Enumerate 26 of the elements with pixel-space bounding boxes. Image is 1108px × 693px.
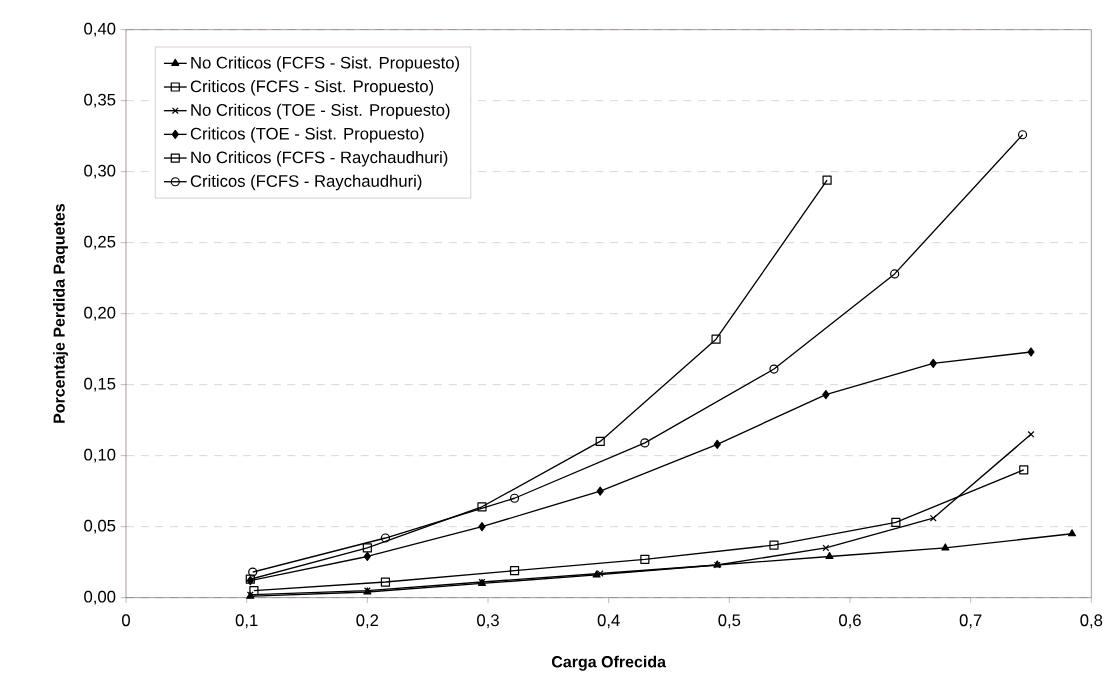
x-tick-label: 0,1 xyxy=(235,614,258,629)
y-tick-label: 0,30 xyxy=(84,164,116,179)
x-tick-label: 0,4 xyxy=(597,614,620,629)
x-tick-label: 0,6 xyxy=(839,614,861,629)
y-tick-label: 0,35 xyxy=(84,93,116,108)
x-tick-label: 0,2 xyxy=(356,614,379,629)
y-tick-label: 0,25 xyxy=(84,235,116,250)
legend-label: Criticos (TOE - Sist. Propuesto) xyxy=(190,127,424,143)
x-tick-label: 0,3 xyxy=(477,614,499,629)
y-tick-label: 0,00 xyxy=(84,590,116,605)
legend-label: No Criticos (TOE - Sist. Propuesto) xyxy=(191,103,450,120)
legend-label: No Criticos (FCFS - Sist. Propuesto) xyxy=(191,56,460,72)
y-axis-title: Porcentaje Perdida Paquetes xyxy=(53,204,68,423)
legend-label: Criticos (FCFS - Sist. Propuesto) xyxy=(190,79,434,96)
x-axis-title: Carga Ofrecida xyxy=(551,655,667,671)
y-tick-label: 0,20 xyxy=(84,306,116,321)
y-tick-label: 0,10 xyxy=(84,448,116,463)
y-tick-label: 0,05 xyxy=(84,519,116,534)
legend-label: No Criticos (FCFS - Raychaudhuri) xyxy=(191,151,448,167)
x-tick-label: 0 xyxy=(122,614,130,627)
legend-label: Criticos (FCFS - Raychaudhuri) xyxy=(190,174,422,191)
y-tick-label: 0,15 xyxy=(84,377,116,392)
x-tick-label: 0,5 xyxy=(718,614,741,629)
x-tick-label: 0,7 xyxy=(959,614,982,629)
y-tick-label: 0,40 xyxy=(84,22,116,37)
x-tick-label: 0,8 xyxy=(1080,614,1103,629)
